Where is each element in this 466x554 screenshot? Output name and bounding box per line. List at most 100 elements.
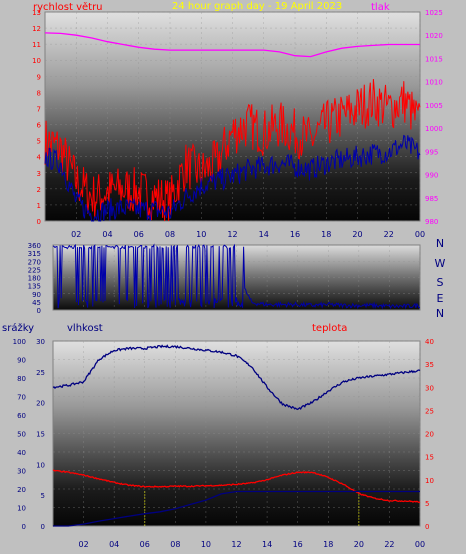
x-tick-label: 04 [109, 540, 119, 549]
temperature-tick-label: 25 [425, 407, 434, 415]
humidity-axis-label: vlhkost [67, 323, 103, 334]
humidity-temperature-panel: 0 10 20 30 40 50 60 70 80 90 100 0 5 10 15 20 25 30 0 5 10… [2, 322, 434, 549]
temperature-tick-label: 35 [425, 361, 434, 369]
temperature-tick-label: 40 [425, 338, 434, 346]
humidity-axis-ticks: 0 5 10 15 20 25 30 [36, 338, 45, 531]
rain-tick-label: 30 [17, 468, 26, 476]
rain-tick-label: 60 [17, 412, 26, 420]
direction-grid [53, 245, 421, 310]
rain-tick-label: 90 [17, 357, 26, 365]
wind-x-ticks: 02 04 06 08 10 12 14 16 18 20 22 00 [71, 230, 425, 239]
rain-line [53, 490, 420, 527]
wind-tick-label: 6 [37, 122, 42, 130]
pressure-tick-label: 995 [425, 148, 438, 156]
wind-tick-label: 1 [37, 202, 41, 210]
x-tick-label: 06 [140, 540, 150, 549]
humidity-x-ticks: 02 04 06 08 10 12 14 16 18 20 22 00 [78, 540, 425, 549]
humidity-tick-label: 25 [36, 369, 45, 377]
wind-gust-line [44, 78, 421, 222]
x-tick-label: 16 [293, 540, 303, 549]
wind-series [44, 32, 421, 222]
x-tick-label: 12 [227, 230, 237, 239]
pressure-tick-label: 990 [425, 172, 438, 180]
wind-tick-label: 2 [37, 186, 41, 194]
pressure-tick-label: 1020 [425, 32, 443, 40]
wind-tick-label: 4 [37, 154, 42, 162]
temperature-tick-label: 20 [425, 431, 434, 439]
x-tick-label: 06 [134, 230, 144, 239]
wind-tick-label: 0 [37, 218, 41, 226]
direction-letter: S [437, 276, 444, 289]
wind-tick-label: 11 [32, 41, 41, 49]
rain-tick-label: 20 [17, 486, 26, 494]
direction-tick-label: 135 [28, 283, 41, 291]
x-tick-label: 14 [259, 230, 269, 239]
wind-tick-label: 5 [37, 138, 41, 146]
rain-tick-label: 70 [17, 394, 26, 402]
rain-axis-ticks: 0 10 20 30 40 50 60 70 80 90 100 [13, 338, 26, 531]
x-tick-label: 10 [201, 540, 211, 549]
x-tick-label: 08 [170, 540, 180, 549]
x-tick-label: 22 [384, 230, 394, 239]
x-tick-label: 04 [102, 230, 112, 239]
x-tick-label: 00 [415, 540, 425, 549]
temperature-line [52, 469, 421, 504]
x-tick-label: 14 [262, 540, 272, 549]
direction-tick-label: 225 [28, 266, 41, 274]
x-tick-label: 20 [354, 540, 364, 549]
temperature-axis-ticks: 0 5 10 15 20 25 30 35 40 [425, 338, 434, 531]
temperature-tick-label: 5 [425, 500, 429, 508]
temperature-tick-label: 15 [425, 454, 434, 462]
direction-letter: N [436, 237, 444, 250]
pressure-tick-label: 1010 [425, 79, 443, 87]
rain-tick-label: 40 [17, 449, 26, 457]
x-tick-label: 08 [165, 230, 175, 239]
rain-tick-label: 80 [17, 375, 26, 383]
humidity-tick-label: 30 [36, 338, 45, 346]
chart-title: 24 hour graph day - 19 April 2023 [172, 1, 342, 12]
wind-tick-label: 10 [32, 57, 41, 65]
x-tick-label: 02 [78, 540, 88, 549]
x-tick-label: 12 [231, 540, 241, 549]
rain-axis-label: srážky [2, 322, 34, 334]
x-tick-label: 20 [352, 230, 362, 239]
direction-tick-label: 270 [28, 258, 41, 266]
wind-direction-line [52, 243, 420, 310]
rain-tick-label: 100 [13, 338, 26, 346]
x-tick-label: 00 [415, 230, 425, 239]
wind-average-line [44, 134, 421, 222]
direction-letter: E [437, 292, 444, 305]
humidity-grid [53, 340, 421, 527]
x-tick-label: 02 [71, 230, 81, 239]
pressure-tick-label: 1025 [425, 9, 443, 17]
direction-letter: W [435, 257, 446, 270]
x-tick-label: 10 [196, 230, 206, 239]
direction-tick-label: 180 [28, 275, 41, 283]
x-tick-label: 22 [384, 540, 394, 549]
rain-tick-label: 0 [22, 523, 26, 531]
wind-tick-label: 9 [37, 73, 41, 81]
temperature-tick-label: 10 [425, 477, 434, 485]
rain-tick-label: 10 [17, 505, 26, 513]
pressure-axis-ticks: 980 985 990 995 1000 1005 1010 1015 1020 1025 [425, 9, 443, 226]
direction-tick-label: 360 [28, 242, 41, 250]
pressure-tick-label: 1000 [425, 125, 443, 133]
rain-tick-label: 50 [17, 431, 26, 439]
wind-tick-label: 7 [37, 105, 41, 113]
direction-letter: N [436, 307, 444, 320]
temperature-tick-label: 30 [425, 384, 434, 392]
pressure-tick-label: 1015 [425, 55, 443, 63]
pressure-tick-label: 1005 [425, 102, 443, 110]
pressure-tick-label: 980 [425, 218, 438, 226]
humidity-series [52, 344, 421, 527]
direction-tick-label: 45 [32, 299, 41, 307]
pressure-tick-label: 985 [425, 195, 438, 203]
humidity-tick-label: 0 [41, 523, 45, 531]
wind-axis-label: rychlost větru [33, 1, 103, 13]
